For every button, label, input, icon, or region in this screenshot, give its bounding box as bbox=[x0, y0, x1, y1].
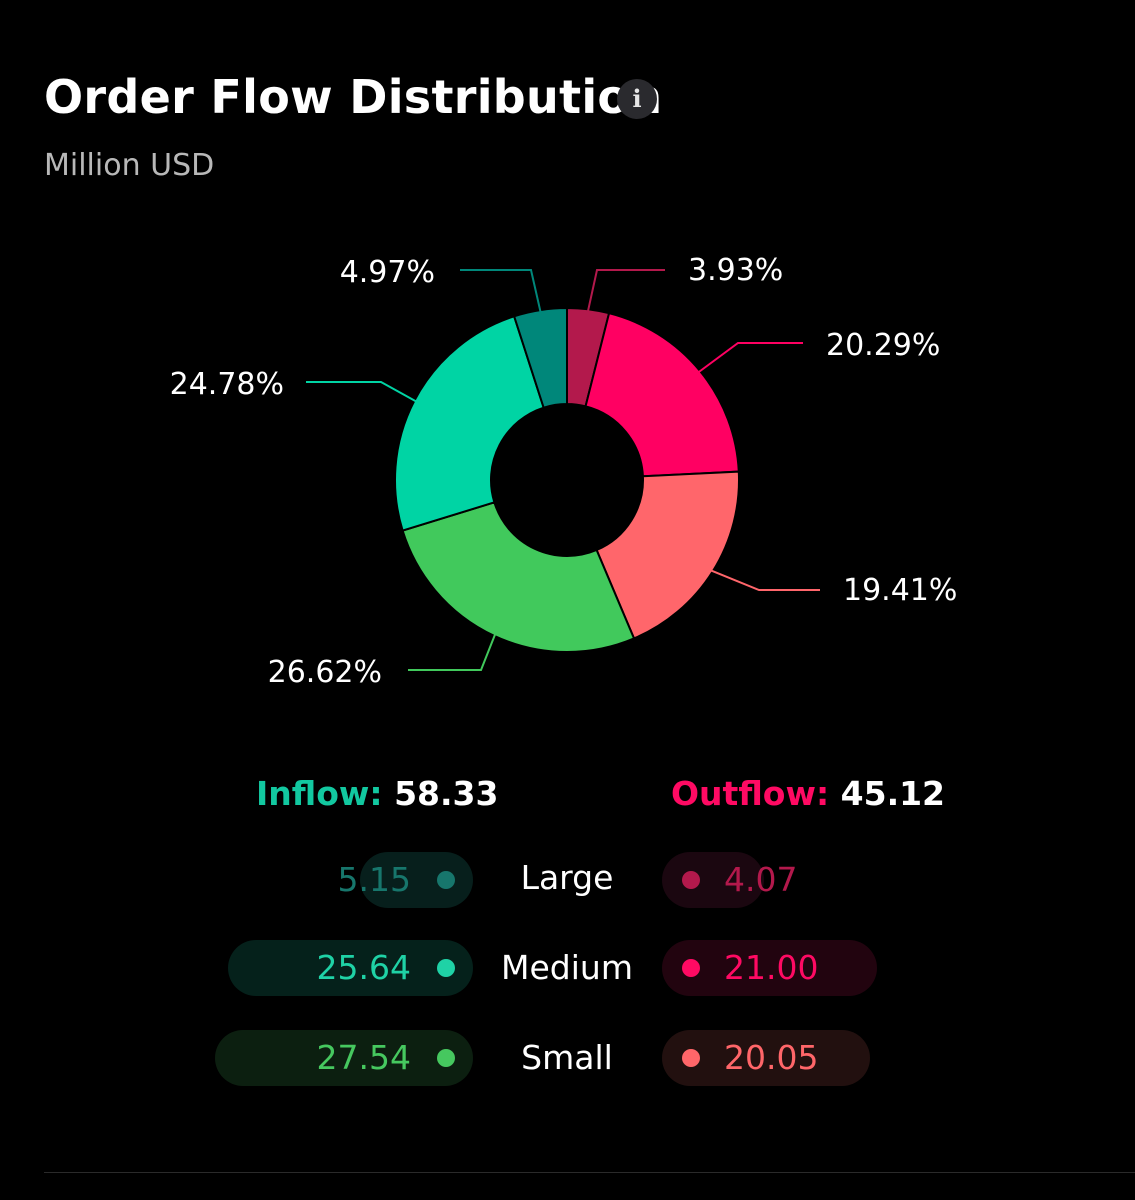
inflow-medium-dot bbox=[437, 959, 455, 977]
outflow-medium-dot bbox=[682, 959, 700, 977]
outflow-small-value: 20.05 bbox=[724, 1038, 819, 1077]
inflow-large-bar: 5.15 bbox=[338, 852, 473, 908]
donut-slice-small-inflow[interactable] bbox=[401, 501, 636, 653]
slice-label-small-inflow: 26.62% bbox=[268, 655, 382, 690]
leader-line-large-outflow bbox=[586, 269, 665, 312]
inflow-large-dot bbox=[437, 871, 455, 889]
outflow-medium-bar: 21.00 bbox=[662, 940, 877, 996]
outflow-total-value: 45.12 bbox=[840, 774, 946, 813]
inflow-medium-value: 25.64 bbox=[316, 948, 411, 987]
outflow-total: Outflow: 45.12 bbox=[671, 774, 945, 813]
outflow-large-value: 4.07 bbox=[724, 860, 798, 899]
outflow-total-label: Outflow: bbox=[671, 774, 830, 813]
outflow-large-bar: 4.07 bbox=[662, 852, 797, 908]
slice-label-medium-outflow: 20.29% bbox=[826, 328, 940, 363]
outflow-large-dot bbox=[682, 871, 700, 889]
inflow-total-value: 58.33 bbox=[394, 774, 499, 813]
leader-line-small-inflow bbox=[408, 633, 497, 671]
donut-slice-medium-outflow[interactable] bbox=[584, 312, 740, 478]
inflow-large-value: 5.15 bbox=[337, 860, 411, 899]
slice-label-large-inflow: 4.97% bbox=[340, 255, 435, 290]
donut-slice-small-outflow[interactable] bbox=[595, 470, 740, 640]
donut-slice-large-inflow[interactable] bbox=[512, 306, 568, 409]
outflow-medium-value: 21.00 bbox=[724, 948, 819, 987]
inflow-medium-bar: 25.64 bbox=[228, 940, 473, 996]
inflow-small-dot bbox=[437, 1049, 455, 1067]
leader-line-medium-outflow bbox=[697, 342, 803, 374]
donut-slice-medium-inflow[interactable] bbox=[394, 315, 545, 532]
inflow-total: Inflow: 58.33 bbox=[256, 774, 498, 813]
slice-label-large-outflow: 3.93% bbox=[688, 253, 783, 288]
donut-chart: 3.93% 20.29% 19.41% 26.62% 24.78% 4.97% bbox=[170, 253, 958, 690]
info-icon[interactable]: i bbox=[617, 79, 657, 119]
inflow-small-value: 27.54 bbox=[316, 1038, 411, 1077]
leader-line-large-inflow bbox=[460, 269, 542, 313]
inflow-total-label: Inflow: bbox=[256, 774, 383, 813]
slice-label-small-outflow: 19.41% bbox=[843, 573, 957, 608]
row-label-medium: Medium bbox=[501, 948, 633, 987]
row-label-small: Small bbox=[521, 1038, 613, 1077]
page-title: Order Flow Distribution bbox=[44, 70, 663, 124]
leader-line-small-outflow bbox=[710, 569, 820, 591]
leader-line-medium-inflow bbox=[306, 381, 417, 403]
outflow-small-dot bbox=[682, 1049, 700, 1067]
bottom-divider bbox=[44, 1172, 1135, 1173]
slice-label-medium-inflow: 24.78% bbox=[170, 367, 284, 402]
outflow-small-bar: 20.05 bbox=[662, 1030, 870, 1086]
inflow-small-bar: 27.54 bbox=[215, 1030, 473, 1086]
row-label-large: Large bbox=[520, 858, 614, 897]
chart-unit-subtitle: Million USD bbox=[44, 148, 215, 183]
